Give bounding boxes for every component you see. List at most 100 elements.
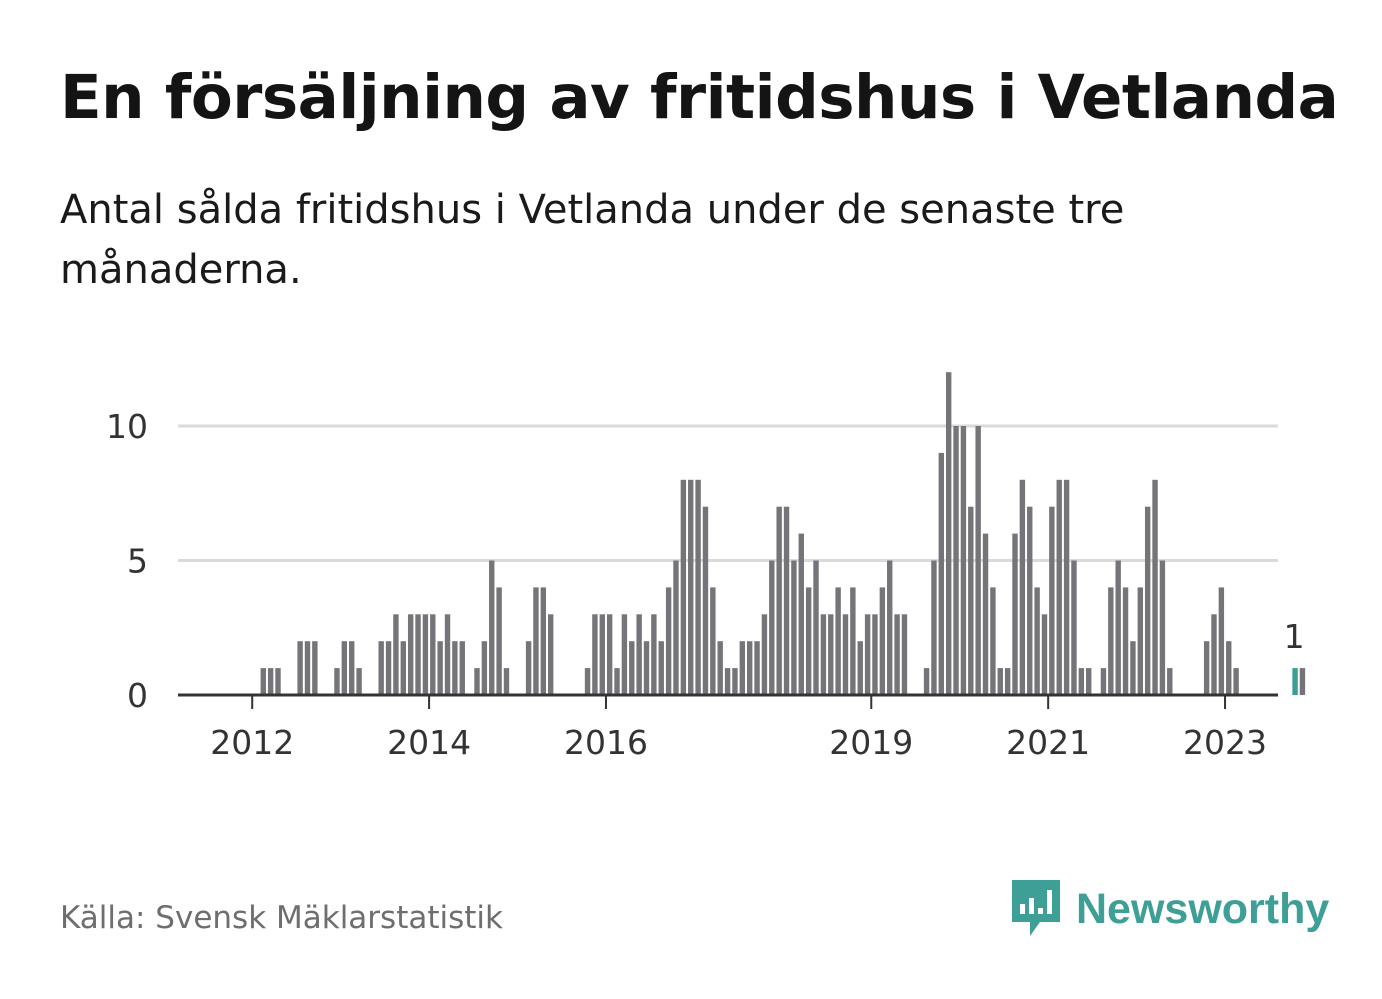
bar — [953, 426, 959, 695]
bar — [1233, 668, 1239, 695]
chart-subtitle: Antal sålda fritidshus i Vetlanda under … — [60, 187, 1125, 293]
bar — [599, 614, 605, 695]
bar — [842, 614, 849, 695]
bar — [341, 641, 348, 695]
bar — [636, 614, 642, 695]
bar — [658, 641, 664, 695]
bar — [606, 614, 613, 695]
bar — [275, 668, 281, 695]
bar — [533, 587, 539, 695]
bar — [835, 587, 841, 695]
bar — [864, 614, 871, 695]
bar — [548, 614, 554, 695]
bar — [349, 641, 355, 695]
bar — [592, 614, 598, 695]
bar — [1115, 560, 1121, 695]
bar — [982, 533, 989, 695]
bar — [297, 641, 303, 695]
bar — [923, 668, 930, 695]
brand-logo: Newsworthy — [1010, 878, 1329, 940]
bar — [1226, 641, 1232, 695]
annotations: 1 — [1284, 617, 1305, 656]
bar — [407, 614, 414, 695]
bar — [1152, 479, 1158, 695]
bar — [960, 426, 967, 695]
chart-title: En försäljning av fritidshus i Vetlanda — [60, 62, 1339, 133]
bar — [1019, 479, 1026, 695]
brand-name: Newsworthy — [1076, 884, 1330, 933]
bar — [717, 641, 723, 695]
bar — [1137, 587, 1143, 695]
bar — [393, 614, 399, 695]
bar — [444, 614, 451, 695]
bar — [1122, 587, 1129, 695]
bar — [769, 560, 775, 695]
bar — [997, 668, 1003, 695]
bar — [260, 668, 266, 695]
bar — [894, 614, 900, 695]
bar — [1078, 668, 1085, 695]
bar — [776, 506, 782, 695]
bar — [1027, 506, 1033, 695]
y-tick-label: 5 — [127, 542, 148, 581]
x-tick-label: 2012 — [210, 723, 294, 762]
bar — [879, 587, 886, 695]
y-axis-labels: 0 5 10 — [106, 407, 148, 715]
bar — [525, 641, 532, 695]
bar — [710, 587, 716, 695]
bar — [791, 560, 797, 695]
bar — [761, 614, 768, 695]
bar — [334, 668, 340, 695]
bar — [850, 587, 856, 695]
bar — [304, 641, 311, 695]
bar — [400, 641, 406, 695]
bar — [437, 641, 443, 695]
bar — [828, 614, 834, 695]
bar — [754, 641, 760, 695]
bar — [805, 587, 812, 695]
bar — [385, 641, 392, 695]
bar — [1056, 479, 1062, 695]
bar — [688, 479, 694, 695]
x-axis-labels: 2012 2014 2016 2019 2021 2023 — [210, 723, 1267, 762]
bar — [1218, 587, 1225, 695]
bar — [680, 479, 687, 695]
bar — [643, 641, 650, 695]
x-tick-label: 2019 — [829, 723, 913, 762]
bar — [489, 560, 495, 695]
bar — [813, 560, 819, 695]
bar — [887, 560, 893, 695]
bar — [990, 587, 996, 695]
bar — [665, 587, 672, 695]
bar — [695, 479, 701, 695]
bar — [1100, 668, 1107, 695]
bar — [584, 668, 591, 695]
bar — [1071, 560, 1077, 695]
bar — [1130, 641, 1136, 695]
bar — [1049, 506, 1055, 695]
bar — [673, 560, 679, 695]
bar — [1108, 587, 1114, 695]
bar — [746, 641, 753, 695]
bar — [430, 614, 436, 695]
source-note: Källa: Svensk Mäklarstatistik — [60, 900, 503, 936]
bar — [422, 614, 429, 695]
highlight-value-label: 1 — [1284, 617, 1305, 656]
bar — [496, 587, 502, 695]
bar — [503, 668, 510, 695]
bar — [1203, 641, 1210, 695]
x-tick-label: 2016 — [564, 723, 648, 762]
bar — [651, 614, 657, 695]
bar — [1004, 668, 1011, 695]
bar — [724, 668, 731, 695]
x-tick-label: 2021 — [1006, 723, 1090, 762]
bar — [783, 506, 790, 695]
bar — [540, 587, 547, 695]
bar — [1144, 506, 1151, 695]
x-axis — [178, 693, 1278, 709]
bar-chart: 0 5 10 2012 2014 2016 2019 2021 2023 1 — [106, 372, 1306, 762]
bar — [901, 614, 908, 695]
y-tick-label: 0 — [127, 676, 148, 715]
bar — [1041, 614, 1048, 695]
bar — [945, 372, 952, 695]
